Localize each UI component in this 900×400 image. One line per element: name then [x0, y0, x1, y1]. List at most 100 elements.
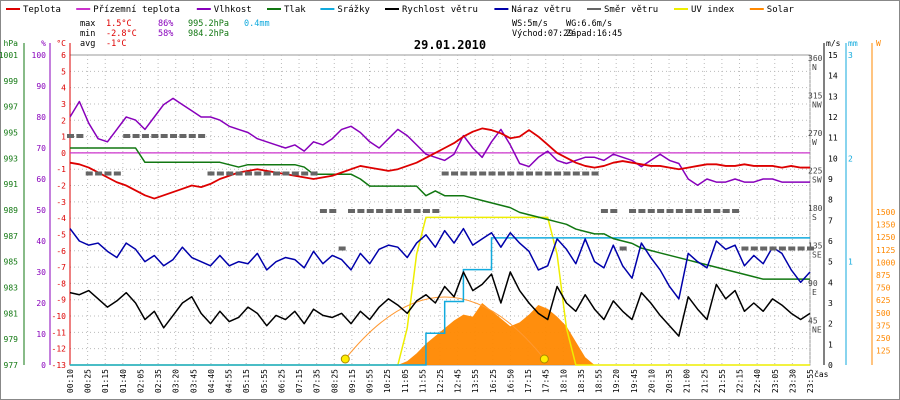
degc-axis-tick-17: -11: [52, 328, 67, 337]
wind-dir-mark-66: [685, 209, 693, 213]
degc-axis-tick-13: -7: [56, 263, 66, 272]
wind-dir-mark-36: [404, 209, 412, 213]
ms-tick-9: 6: [828, 237, 833, 246]
x-tick-17: 09:55: [366, 369, 375, 393]
wind-dir-mark-53: [563, 171, 571, 176]
wind-dir-mark-71: [732, 209, 740, 213]
x-tick-2: 01:15: [101, 369, 110, 393]
ms-tick-8: 7: [828, 216, 833, 225]
pct-axis-tick-4: 60: [36, 175, 46, 184]
hpa-axis-tick-0: 1001: [0, 51, 18, 60]
ms-tick-5: 10: [828, 154, 838, 163]
ms-tick-15: 0: [828, 361, 833, 370]
wind-dir-mark-5: [113, 171, 121, 176]
hpa-axis-tick-9: 983: [4, 284, 19, 293]
x-tick-35: 21:00: [683, 369, 692, 393]
hpa-axis-tick-12: 977: [4, 361, 19, 370]
wind-dir-mark-11: [170, 134, 178, 138]
wind-dir-mark-69: [713, 209, 721, 213]
wind-dir-mark-16: [216, 171, 224, 176]
hpa-axis-tick-2: 997: [4, 103, 19, 112]
wind-dir-mark-13: [188, 134, 196, 138]
wind-dir-mark-52: [554, 171, 562, 176]
pct-axis-tick-1: 90: [36, 82, 46, 91]
w-tick-3: 1125: [876, 246, 895, 255]
stat-0-1: 1.5°C: [106, 19, 132, 29]
x-tick-10: 05:15: [242, 369, 251, 393]
degc-axis-tick-0: 6: [61, 51, 66, 60]
hpa-axis-tick-1: 999: [4, 77, 19, 86]
degc-axis-tick-8: -2: [56, 182, 66, 191]
legend-label-1: Přízemní teplota: [93, 5, 180, 15]
wind-dir-mark-49: [525, 171, 533, 176]
wind-dir-mark-3: [95, 171, 103, 176]
wind-dir-mark-28: [329, 209, 337, 213]
legend-label-4: Srážky: [337, 5, 370, 15]
wind-dir-mark-79: [807, 246, 814, 251]
wind-dir-mark-78: [797, 246, 805, 251]
x-tick-7: 03:45: [189, 369, 198, 393]
wind-dir-mark-29: [338, 246, 346, 251]
solar-area: [70, 303, 810, 365]
ms-tick-12: 3: [828, 299, 833, 308]
x-tick-38: 22:15: [736, 369, 745, 393]
wind-dir-mark-42: [460, 171, 468, 176]
w-axis-label: W: [876, 39, 881, 48]
hpa-axis-tick-5: 991: [4, 180, 19, 189]
legend: Teplota Přízemní teplota Vlhkost Tlak Srážky…: [6, 5, 794, 15]
hpa-axis-tick-7: 987: [4, 232, 19, 241]
wind-dir-mark-61: [638, 209, 646, 213]
x-tick-11: 05:55: [260, 369, 269, 393]
x-tick-36: 21:25: [700, 369, 709, 393]
wind-dir-mark-30: [348, 209, 356, 213]
dir-deg-5: 135: [808, 242, 823, 251]
wind-dir-mark-15: [207, 171, 215, 176]
x-tick-1: 00:25: [84, 369, 93, 393]
wind-dir-mark-76: [778, 246, 786, 251]
mm-tick-1: 2: [848, 154, 853, 163]
wind-dir-mark-54: [572, 171, 580, 176]
x-tick-4: 02:05: [136, 369, 145, 393]
degc-axis-tick-5: 1: [61, 133, 66, 142]
dir-deg-3: 225: [808, 167, 823, 176]
wind-dir-mark-40: [441, 171, 449, 176]
ms-axis-label: m/s: [826, 39, 841, 48]
stat-sunset: Západ:16:45: [566, 29, 622, 39]
degc-axis-tick-12: -6: [56, 247, 66, 256]
w-tick-7: 625: [876, 296, 891, 305]
hpa-axis-label: hPa: [4, 39, 19, 48]
x-tick-9: 04:55: [225, 369, 234, 393]
dir-name-0: N: [812, 63, 817, 72]
pct-axis-tick-0: 100: [32, 51, 47, 60]
x-tick-29: 18:35: [577, 369, 586, 393]
ms-tick-11: 4: [828, 278, 833, 287]
x-tick-37: 21:55: [718, 369, 727, 393]
x-tick-27: 17:45: [542, 369, 551, 393]
x-axis: 00:10 00:25 01:15 01:40 02:05 02:35 03:20 03:45…: [66, 369, 829, 393]
sunset-marker: [539, 354, 549, 364]
x-tick-13: 07:15: [295, 369, 304, 393]
x-tick-19: 11:05: [401, 369, 410, 393]
wind-dir-mark-32: [366, 209, 374, 213]
x-tick-6: 03:20: [172, 369, 181, 393]
ms-tick-6: 9: [828, 175, 833, 184]
mm-tick-0: 1: [848, 258, 853, 267]
x-tick-8: 04:40: [207, 369, 216, 393]
wind-dir-mark-70: [722, 209, 730, 213]
wind-dir-mark-14: [198, 134, 206, 138]
legend-label-5: Rychlost větru: [402, 5, 478, 15]
wind-dir-mark-37: [413, 209, 421, 213]
wind-dir-mark-1: [76, 134, 84, 138]
wind-dir-mark-6: [123, 134, 131, 138]
dir-name-5: SE: [812, 251, 822, 260]
hpa-axis-tick-3: 995: [4, 129, 19, 138]
x-tick-15: 08:25: [330, 369, 339, 393]
ms-tick-4: 11: [828, 134, 838, 143]
degc-axis-tick-2: 4: [61, 84, 66, 93]
wind-dir-mark-19: [244, 171, 252, 176]
ms-tick-2: 13: [828, 92, 838, 101]
ms-tick-1: 14: [828, 72, 838, 81]
w-tick-5: 875: [876, 271, 891, 280]
degc-axis-tick-3: 3: [61, 100, 66, 109]
wind-dir-mark-50: [535, 171, 543, 176]
